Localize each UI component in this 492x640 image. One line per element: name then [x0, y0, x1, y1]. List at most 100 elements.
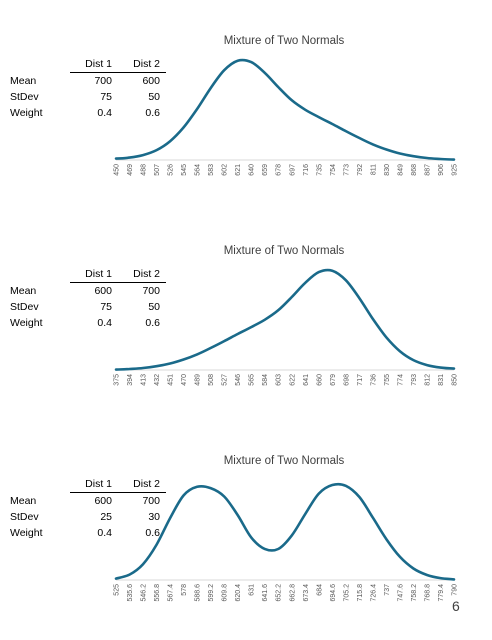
data-point [128, 573, 131, 576]
dist2-value: 50 [148, 301, 160, 313]
data-point [182, 494, 185, 497]
data-point [291, 534, 294, 537]
params-row-mean: Mean 600 700 [10, 493, 166, 510]
x-tick-label: 507 [154, 164, 161, 176]
data-point [236, 514, 239, 517]
data-point [304, 109, 307, 112]
data-point [372, 516, 375, 519]
params-header-row: Dist 1 Dist 2 [10, 56, 166, 73]
x-tick-label: 774 [397, 374, 404, 386]
x-tick-label: 698 [343, 374, 350, 386]
dist1-value: 25 [100, 511, 112, 523]
data-point [372, 318, 375, 321]
x-tick-label: 652.2 [276, 584, 283, 602]
x-tick-label: 640 [249, 164, 256, 176]
data-point [209, 87, 212, 90]
data-point [128, 368, 131, 371]
page-number: 6 [452, 598, 460, 614]
x-tick-label: 737 [384, 584, 391, 596]
params-row-stdev: StDev 75 50 [10, 299, 166, 315]
x-tick-label: 545 [181, 164, 188, 176]
x-tick-label: 631 [249, 584, 256, 596]
data-point [453, 158, 456, 161]
dist1-value: 75 [100, 301, 112, 313]
data-point [358, 137, 361, 140]
x-tick-label: 812 [425, 374, 432, 386]
x-tick-label: 768.8 [425, 584, 432, 602]
dist1-header: Dist 1 [70, 266, 118, 283]
x-tick-label: 715.8 [357, 584, 364, 602]
data-point [399, 350, 402, 353]
x-tick-label: 609.8 [222, 584, 229, 602]
dist1-value: 600 [94, 285, 112, 297]
row-label: Weight [10, 527, 43, 539]
data-point [250, 61, 253, 64]
series-line [114, 268, 456, 371]
data-point [358, 297, 361, 300]
x-tick-label: 790 [452, 584, 459, 596]
row-label: StDev [10, 301, 39, 313]
x-tick-label: 451 [168, 374, 175, 386]
data-point [115, 157, 118, 160]
x-tick-label: 684 [316, 584, 323, 596]
x-tick-label: 556.8 [154, 584, 161, 602]
x-tick-label: 716 [303, 164, 310, 176]
params-row-mean: Mean 700 600 [10, 73, 166, 90]
mixture-line-chart: Mixture of Two Normals 450 469 488 507 526 545… [114, 35, 459, 176]
data-point [385, 538, 388, 541]
x-tick-label: 736 [370, 374, 377, 386]
data-point [345, 485, 348, 488]
x-tick-label: 641.6 [262, 584, 269, 602]
params-header-row: Dist 1 Dist 2 [10, 476, 166, 493]
data-point [399, 556, 402, 559]
data-point [236, 59, 239, 62]
x-tick-label: 679 [330, 374, 337, 386]
data-point [236, 333, 239, 336]
data-point [182, 358, 185, 361]
x-tick-label: 603 [276, 374, 283, 386]
data-point [182, 126, 185, 129]
x-tick-label: 413 [141, 374, 148, 386]
mixture-line-chart: Mixture of Two Normals 375 394 413 432 451 470… [114, 245, 459, 386]
x-tick-label: 584 [262, 374, 269, 386]
row-label: StDev [10, 511, 39, 523]
x-tick-label: 527 [222, 374, 229, 386]
params-row-stdev: StDev 75 50 [10, 89, 166, 105]
x-tick-label: 470 [181, 374, 188, 386]
data-point [223, 340, 226, 343]
dist2-header: Dist 2 [118, 266, 166, 283]
x-tick-label: 620.4 [235, 584, 242, 602]
data-point [385, 148, 388, 151]
data-point [142, 563, 145, 566]
data-point [169, 517, 172, 520]
data-point [223, 495, 226, 498]
data-point [453, 578, 456, 581]
data-point [385, 336, 388, 339]
data-point [345, 130, 348, 133]
dist2-header: Dist 2 [118, 56, 166, 73]
data-point [196, 353, 199, 356]
data-point [169, 362, 172, 365]
x-tick-label: 375 [114, 374, 121, 386]
data-point [209, 487, 212, 490]
data-point [331, 123, 334, 126]
x-tick-label: 747.6 [397, 584, 404, 602]
x-tick-label: 660 [316, 374, 323, 386]
data-point [426, 364, 429, 367]
params-row-weight: Weight 0.4 0.6 [10, 315, 166, 331]
x-tick-label: 525 [114, 584, 121, 596]
x-tick-label: 779.4 [438, 584, 445, 602]
data-point [453, 367, 456, 370]
data-point [318, 116, 321, 119]
series-line [114, 58, 456, 161]
x-tick-label: 526 [168, 164, 175, 176]
data-point [399, 152, 402, 155]
data-point [304, 513, 307, 516]
chart-panel-1: Dist 1 Dist 2 Mean 700 600 StDev 75 50 W… [0, 30, 492, 220]
data-point [263, 72, 266, 75]
x-tick-label: 488 [141, 164, 148, 176]
data-point [439, 158, 442, 161]
dist2-value: 700 [142, 495, 160, 507]
chart-title: Mixture of Two Normals [224, 245, 345, 257]
data-point [291, 99, 294, 102]
